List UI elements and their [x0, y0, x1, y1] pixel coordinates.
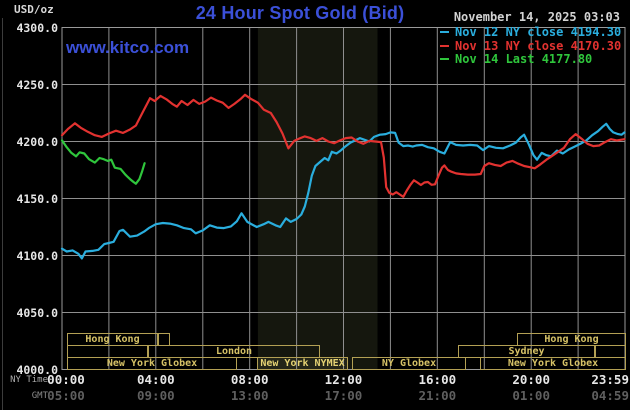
- price-line-nov-14: [60, 139, 146, 185]
- session-box-ny-globex: NY Globex: [352, 357, 466, 370]
- session-box-sydney: Sydney: [458, 345, 595, 358]
- session-label: London: [215, 345, 253, 357]
- session-label: New York NYMEX: [260, 358, 345, 369]
- legend-dash-icon: [440, 31, 449, 33]
- session-label: Hong Kong: [544, 333, 599, 345]
- session-box-london: London: [148, 345, 320, 358]
- y-tick-label: 4100.0: [16, 248, 58, 263]
- gmt-time-label: 09:00: [137, 388, 175, 403]
- y-tick-label: 4200.0: [16, 134, 58, 149]
- y-tick-label: 4050.0: [16, 305, 58, 320]
- gmt-time-label: 04:59: [591, 388, 629, 403]
- y-tick-label: 4000.0: [16, 362, 58, 377]
- legend-label: Nov 12 NY close 4194.30: [455, 25, 622, 39]
- kitco-watermark-link[interactable]: www.kitco.com: [66, 38, 190, 57]
- legend-label: Nov 14 Last 4177.80: [455, 52, 593, 66]
- legend-label: Nov 13 NY close 4170.30: [455, 38, 622, 53]
- left-edge-divider: [2, 18, 3, 410]
- gmt-time-label: 17:00: [324, 388, 363, 403]
- y-axis-unit-label: USD/oz: [14, 3, 54, 16]
- gmt-time-label: 21:00: [418, 388, 457, 403]
- legend-item-2: Nov 14 Last 4177.80: [440, 53, 592, 66]
- session-box-hong-kong: Hong Kong: [67, 333, 158, 346]
- ny-time-label: 23:59: [591, 371, 629, 387]
- gmt-time-label: 01:00: [512, 388, 550, 403]
- chart-datetime: November 14, 2025 03:03: [453, 10, 620, 24]
- session-box-hong-kong: Hong Kong: [517, 333, 626, 346]
- legend-dash-icon: [440, 44, 449, 47]
- legend-item-0: Nov 12 NY close 4194.30: [440, 26, 621, 39]
- session-label: New York Globex: [507, 358, 599, 369]
- session-box-empty: [595, 345, 626, 358]
- ny-time-label: 00:00: [47, 371, 85, 387]
- price-line-nov-12: [60, 122, 626, 260]
- y-tick-label: 4150.0: [16, 191, 58, 206]
- page-title: 24 Hour Spot Gold (Bid): [195, 3, 405, 23]
- ny-time-axis-label: NY Time: [10, 375, 48, 385]
- ny-time-label: 20:00: [512, 371, 550, 387]
- session-box-new-york-globex: New York Globex: [67, 357, 237, 370]
- session-box-new-york-nymex: New York NYMEX: [257, 357, 348, 370]
- gmt-time-label: 05:00: [47, 388, 85, 403]
- session-box-empty: [67, 345, 148, 358]
- session-box-new-york-globex: New York Globex: [480, 357, 626, 370]
- ny-time-label: 04:00: [137, 371, 175, 387]
- ny-time-label: 12:00: [324, 371, 363, 387]
- session-label: NY Globex: [381, 358, 437, 369]
- y-tick-label: 4250.0: [16, 77, 58, 92]
- session-label: Hong Kong: [85, 333, 140, 345]
- gmt-time-label: 13:00: [230, 388, 269, 403]
- y-tick-label: 4300.0: [16, 20, 58, 35]
- price-line-nov-13: [60, 93, 626, 198]
- gmt-axis-label: GMT: [31, 391, 48, 401]
- session-box-empty: [158, 333, 170, 346]
- session-label: Sydney: [508, 345, 545, 357]
- ny-time-label: 16:00: [418, 371, 457, 387]
- ny-time-label: 08:00: [230, 371, 269, 387]
- legend-item-1: Nov 13 NY close 4170.30: [440, 38, 622, 53]
- legend-dash-icon: [440, 58, 449, 60]
- session-label: New York Globex: [106, 358, 198, 369]
